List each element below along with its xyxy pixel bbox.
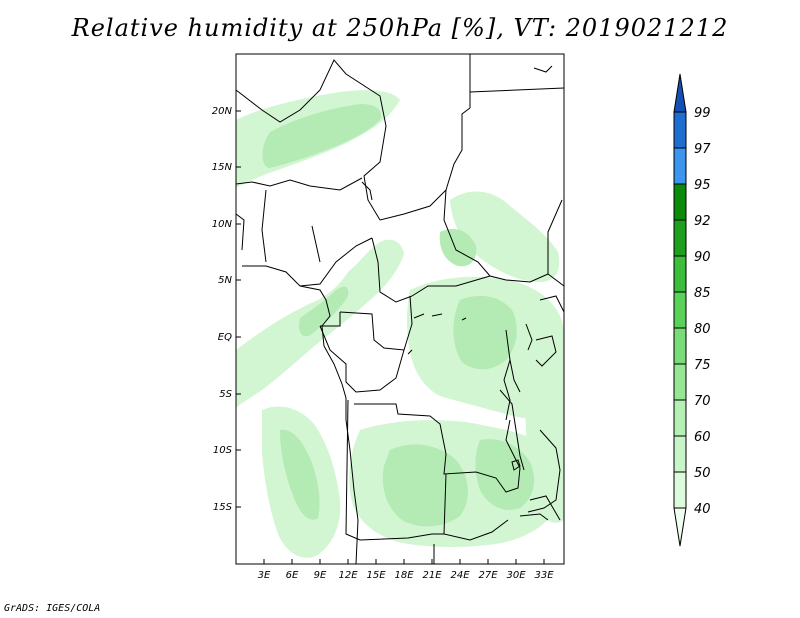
lon-tick-label-6: 21E	[422, 570, 442, 581]
lon-tick-label-0: 3E	[258, 570, 271, 581]
colorbar-label-9: 95	[694, 178, 711, 193]
credit-text: GrADS: IGES/COLA	[4, 603, 101, 614]
colorbar-bottom-arrow	[673, 507, 687, 547]
humidity-field	[236, 90, 564, 558]
lon-tick-label-7: 24E	[450, 570, 470, 581]
colorbar-segment-5	[673, 327, 687, 365]
lon-tick-label-8: 27E	[478, 570, 498, 581]
lat-tick-4: EQ	[218, 332, 241, 343]
colorbar-top-arrow	[673, 73, 687, 113]
humidity-medium-band	[262, 104, 535, 527]
colorbar-segment-3	[673, 399, 687, 437]
lat-tick-label-6: 10S	[213, 445, 233, 456]
lon-tick-9: 30E	[506, 559, 526, 581]
lon-tick-3: 12E	[338, 559, 358, 581]
lat-tick-label-0: 20N	[212, 106, 233, 117]
coastline	[299, 65, 553, 564]
colorbar-label-2: 60	[694, 430, 711, 445]
colorbar-label-6: 85	[694, 286, 711, 301]
lon-tick-label-1: 6E	[286, 570, 299, 581]
colorbar: 40 50 60 70 75 80 85 90 92 95 97 99	[673, 73, 711, 547]
lat-tick-7: 15S	[213, 502, 241, 513]
colorbar-label-0: 40	[694, 502, 711, 517]
colorbar-segment-9	[673, 183, 687, 221]
lon-tick-0: 3E	[258, 559, 271, 581]
country-borders	[236, 54, 564, 564]
lat-tick-label-2: 10N	[212, 219, 233, 230]
colorbar-label-4: 75	[694, 358, 711, 373]
lat-tick-label-4: EQ	[218, 332, 232, 343]
lat-axis: 20N 15N 10N 5N EQ 5S 10S 15S	[212, 106, 241, 513]
colorbar-segment-2	[673, 435, 687, 473]
lon-tick-5: 18E	[394, 559, 414, 581]
lon-tick-1: 6E	[286, 559, 299, 581]
colorbar-segment-1	[673, 471, 687, 509]
lon-tick-4: 15E	[366, 559, 386, 581]
lat-tick-label-7: 15S	[213, 502, 233, 513]
lon-tick-label-5: 18E	[394, 570, 414, 581]
lon-tick-label-4: 15E	[366, 570, 386, 581]
map-frame	[235, 53, 565, 565]
lon-tick-10: 33E	[534, 559, 554, 581]
colorbar-label-1: 50	[694, 466, 711, 481]
lat-tick-0: 20N	[212, 106, 241, 117]
lon-tick-7: 24E	[450, 559, 470, 581]
lat-tick-5: 5S	[219, 389, 241, 400]
colorbar-segment-10	[673, 147, 687, 185]
lat-tick-label-3: 5N	[218, 275, 232, 286]
lon-tick-label-2: 9E	[314, 570, 327, 581]
lat-tick-label-1: 15N	[212, 162, 233, 173]
lon-tick-label-9: 30E	[506, 570, 526, 581]
lat-tick-1: 15N	[212, 162, 241, 173]
colorbar-segment-7	[673, 255, 687, 293]
colorbar-label-3: 70	[694, 394, 711, 409]
colorbar-segment-11	[673, 111, 687, 149]
lon-tick-2: 9E	[314, 559, 327, 581]
colorbar-label-5: 80	[694, 322, 711, 337]
lat-tick-2: 10N	[212, 219, 241, 230]
lon-axis: 3E 6E 9E 12E 15E 18E 21E 24E 27E 30E 33E	[258, 559, 554, 581]
lat-tick-6: 10S	[213, 445, 241, 456]
map-title: Relative humidity at 250hPa [%], VT: 201…	[71, 14, 729, 42]
colorbar-label-10: 97	[694, 142, 711, 157]
lon-tick-label-10: 33E	[534, 570, 554, 581]
lon-tick-8: 27E	[478, 559, 498, 581]
lat-tick-3: 5N	[218, 275, 241, 286]
colorbar-label-8: 92	[694, 214, 711, 229]
colorbar-label-7: 90	[694, 250, 711, 265]
lon-tick-6: 21E	[422, 559, 442, 581]
colorbar-segment-6	[673, 291, 687, 329]
lon-tick-label-3: 12E	[338, 570, 358, 581]
lat-tick-label-5: 5S	[219, 389, 232, 400]
colorbar-segment-8	[673, 219, 687, 257]
colorbar-segment-4	[673, 363, 687, 401]
colorbar-label-11: 99	[694, 106, 711, 121]
